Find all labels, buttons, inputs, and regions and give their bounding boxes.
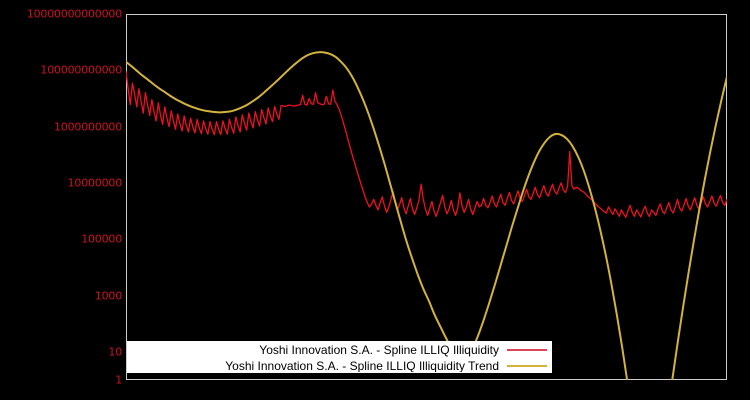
legend-label-0: Yoshi Innovation S.A. - Spline ILLIQ Ill… xyxy=(259,343,499,357)
legend-swatch-1 xyxy=(507,365,547,367)
legend-item-0[interactable]: Yoshi Innovation S.A. - Spline ILLIQ Ill… xyxy=(128,342,551,358)
y-tick-label: 10000000 xyxy=(67,176,123,190)
legend-label-1: Yoshi Innovation S.A. - Spline ILLIQ Ill… xyxy=(225,359,499,373)
y-tick-label: 1 xyxy=(115,373,122,387)
series-layer xyxy=(126,51,727,380)
y-tick-label: 100000 xyxy=(81,232,122,246)
y-tick-label: 100000000000 xyxy=(40,63,122,77)
y-tick-label: 1000000000 xyxy=(54,120,122,134)
legend-swatch-0 xyxy=(507,349,547,351)
y-tick-label: 10 xyxy=(108,345,122,359)
series-line-0 xyxy=(126,70,727,218)
y-tick-label: 1000 xyxy=(94,289,122,303)
plot-frame xyxy=(126,14,727,380)
series-line-1 xyxy=(126,51,727,380)
legend-item-1[interactable]: Yoshi Innovation S.A. - Spline ILLIQ Ill… xyxy=(128,358,551,373)
y-tick-label: 10000000000000 xyxy=(26,7,122,21)
chart-legend[interactable]: Yoshi Innovation S.A. - Spline ILLIQ Ill… xyxy=(127,341,552,373)
